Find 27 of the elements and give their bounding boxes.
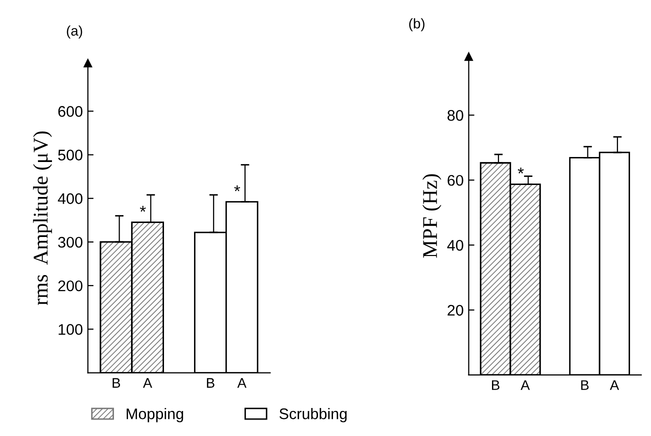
x-tick-label: A bbox=[610, 380, 620, 390]
y-tick-label: 60 bbox=[448, 174, 464, 186]
chart-title: (a) bbox=[66, 26, 82, 38]
annotation: * bbox=[140, 206, 146, 212]
x-tick-label: B bbox=[112, 378, 120, 388]
x-tick-label: A bbox=[237, 378, 246, 388]
y-tick-label: 80 bbox=[448, 110, 464, 121]
x-tick-label: B bbox=[206, 378, 214, 388]
x-tick-label: A bbox=[142, 378, 152, 388]
y-tick-label: 100 bbox=[58, 324, 82, 335]
y-axis-title: MPF (Hz) bbox=[422, 174, 442, 258]
y-tick-label: 20 bbox=[448, 304, 464, 316]
y-tick-label: 600 bbox=[58, 106, 82, 117]
legend-label: Mopping bbox=[126, 408, 184, 422]
y-tick-label: 40 bbox=[447, 240, 464, 251]
x-tick-label: B bbox=[492, 380, 500, 390]
x-tick-label: A bbox=[520, 380, 530, 390]
annotation: * bbox=[234, 185, 240, 192]
annotation: * bbox=[518, 168, 524, 174]
y-tick-label: 200 bbox=[58, 280, 82, 292]
y-axis-title: rms Amplitude (μV) bbox=[33, 131, 52, 306]
x-tick-label: B bbox=[581, 380, 589, 390]
y-tick-label: 500 bbox=[58, 150, 82, 160]
y-tick-label: 300 bbox=[58, 236, 82, 248]
y-tick-label: 400 bbox=[58, 193, 82, 204]
legend-label: Scrubbing bbox=[280, 408, 347, 422]
chart-title: (b) bbox=[409, 18, 424, 32]
